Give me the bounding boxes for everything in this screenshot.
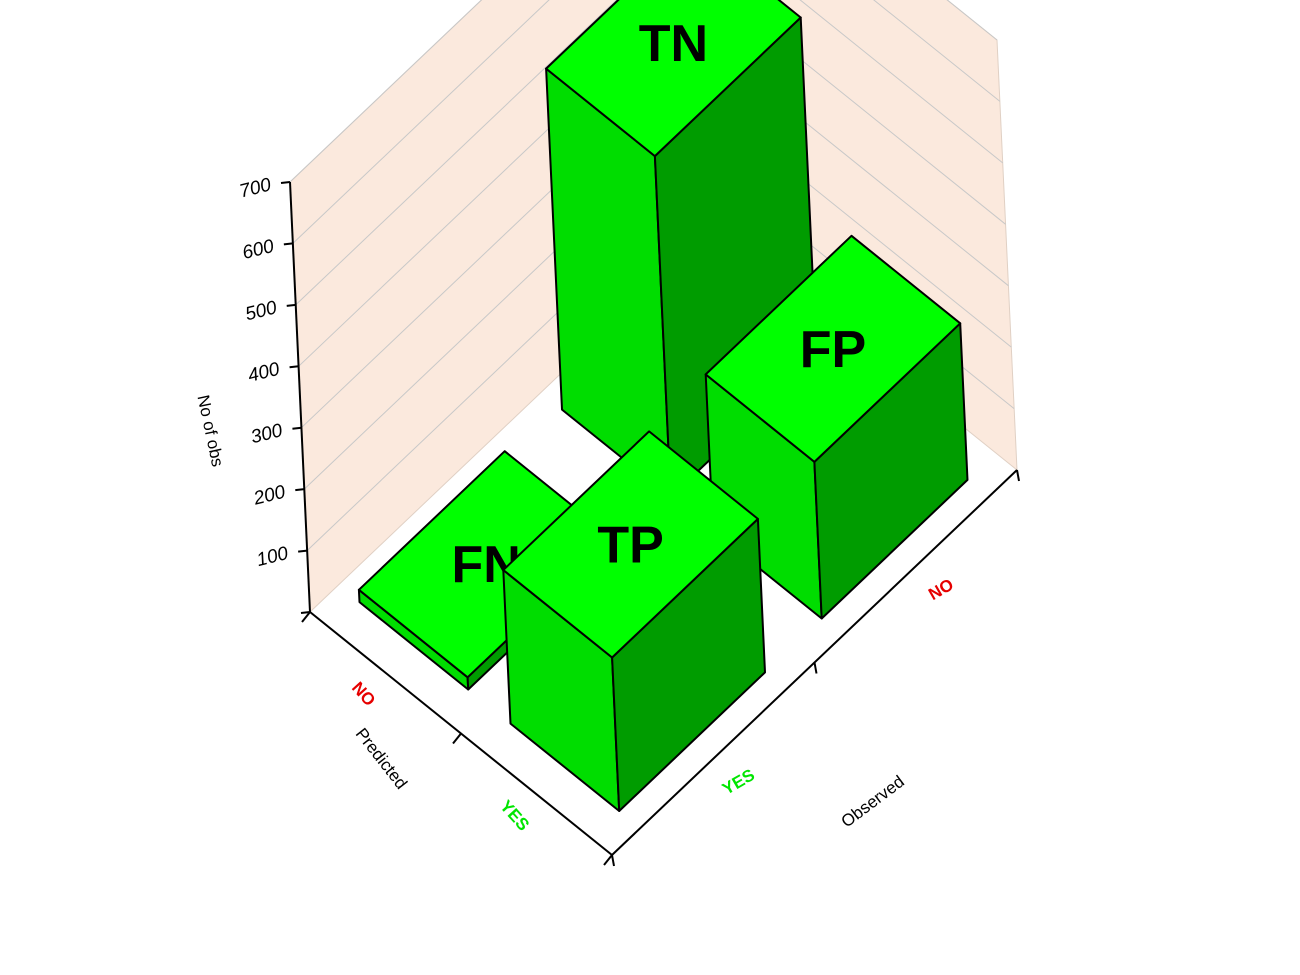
bar-label: TP	[597, 516, 663, 574]
z-tick	[298, 549, 308, 553]
z-tick-label: 200	[251, 482, 288, 510]
bar-label: TN	[639, 15, 708, 73]
observed-axis-title: Observed	[838, 772, 908, 832]
bar-tp: TP	[502, 430, 766, 812]
bar-face-top	[545, 0, 802, 158]
z-axis-title: No of obs	[194, 393, 228, 468]
predicted-category-label: YES	[496, 797, 533, 835]
z-tick	[283, 242, 293, 246]
observed-category-label: YES	[719, 765, 758, 798]
observed-tick	[611, 854, 615, 867]
bar-face-top	[704, 234, 962, 463]
predicted-tick	[603, 854, 613, 866]
predicted-tick	[452, 732, 462, 745]
observed-category-label: NO	[925, 575, 957, 604]
z-tick	[289, 365, 299, 369]
z-tick-label: 400	[246, 359, 282, 387]
gridline	[292, 0, 1001, 244]
z-tick-label: 600	[240, 236, 276, 264]
axes	[280, 181, 1020, 867]
gridline	[298, 0, 1006, 367]
z-tick	[300, 611, 311, 614]
bar-face-top	[502, 430, 759, 659]
z-axis	[289, 181, 311, 613]
predicted-axis-title: Predicted	[352, 724, 411, 792]
bar-label: FP	[800, 321, 866, 379]
z-tick-label: 700	[237, 174, 273, 202]
bar-fp: FP	[704, 234, 969, 620]
z-tick-label: 300	[249, 420, 285, 448]
gridline	[295, 0, 1004, 306]
z-tick	[280, 181, 291, 184]
observed-tick	[1016, 469, 1020, 482]
z-tick	[292, 426, 302, 430]
predicted-tick	[301, 611, 311, 623]
predicted-category-label: NO	[348, 678, 379, 710]
z-tick-label: 100	[255, 543, 291, 571]
z-tick	[295, 488, 305, 492]
gridline	[289, 0, 998, 183]
z-tick-label: 500	[243, 297, 279, 325]
z-tick	[286, 303, 296, 307]
observed-tick	[813, 662, 818, 674]
